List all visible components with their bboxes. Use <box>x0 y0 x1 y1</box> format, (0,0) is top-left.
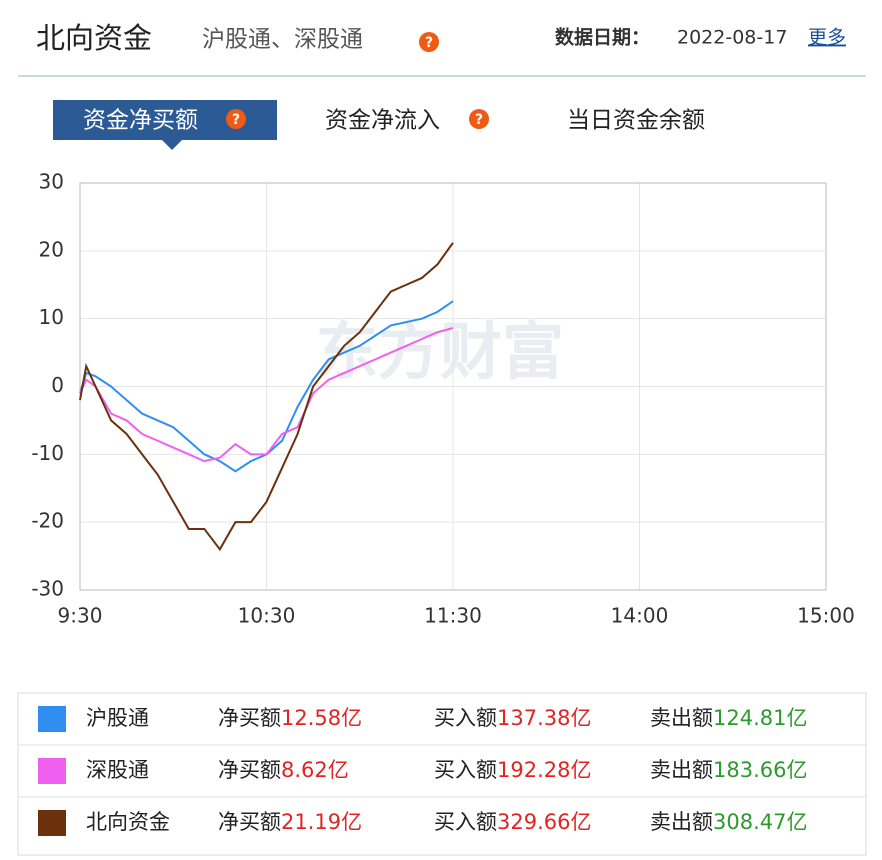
summary-value: 12.58亿 <box>281 706 362 730</box>
summary-label: 卖出额 <box>650 810 713 834</box>
legend-swatch <box>38 810 66 836</box>
x-tick-label: 14:00 <box>611 604 669 628</box>
help-icon[interactable] <box>419 32 439 52</box>
legend-swatch <box>38 758 66 784</box>
legend-label: 深股通 <box>86 758 149 782</box>
summary-label: 买入额 <box>434 810 497 834</box>
y-tick-label: 10 <box>39 305 64 329</box>
summary-label: 卖出额 <box>650 758 713 782</box>
x-tick-label: 9:30 <box>58 604 103 628</box>
summary-value: 192.28亿 <box>497 758 591 782</box>
summary-value: 137.38亿 <box>497 706 591 730</box>
summary-value: 308.47亿 <box>713 810 807 834</box>
summary-label: 买入额 <box>434 758 497 782</box>
legend-label: 沪股通 <box>86 706 149 730</box>
summary-value: 329.66亿 <box>497 810 591 834</box>
y-tick-label: -20 <box>31 509 64 533</box>
summary-label: 买入额 <box>434 706 497 730</box>
plot-frame <box>79 182 827 591</box>
summary-label: 净买额 <box>218 758 281 782</box>
legend-table <box>17 692 867 856</box>
legend-label: 北向资金 <box>86 810 170 834</box>
x-tick-label: 15:00 <box>797 604 855 628</box>
summary-value: 183.66亿 <box>713 758 807 782</box>
subtitle: 沪股通、深股通 <box>202 27 363 53</box>
series-line <box>79 327 454 463</box>
series-line <box>79 300 454 473</box>
summary-label: 卖出额 <box>650 706 713 730</box>
title: 北向资金 <box>36 21 152 55</box>
y-tick-label: 20 <box>39 237 64 261</box>
x-tick-label: 11:30 <box>424 604 482 628</box>
y-tick-label: -30 <box>31 577 64 601</box>
date-label: 数据日期： <box>555 26 650 49</box>
help-mark: ? <box>425 35 433 51</box>
tab-pointer <box>162 140 182 150</box>
y-tick-label: -10 <box>31 441 64 465</box>
date: 2022-08-17 <box>677 27 787 49</box>
watermark: 东方财富 <box>316 315 564 388</box>
summary-value: 21.19亿 <box>281 810 362 834</box>
tab[interactable]: 资金净流入 <box>325 108 440 134</box>
y-tick-label: 30 <box>39 170 64 194</box>
help-icon[interactable] <box>226 109 246 129</box>
tab[interactable]: 当日资金余额 <box>567 108 705 134</box>
summary-value: 124.81亿 <box>713 706 807 730</box>
x-tick-label: 10:30 <box>238 604 296 628</box>
summary-value: 8.62亿 <box>281 758 349 782</box>
legend-swatch <box>38 706 66 732</box>
summary-label: 净买额 <box>218 810 281 834</box>
series-line <box>79 242 454 552</box>
y-tick-label: 0 <box>51 373 64 397</box>
help-mark: ? <box>475 112 483 128</box>
more-link[interactable]: 更多 <box>808 27 846 49</box>
summary-label: 净买额 <box>218 706 281 730</box>
help-icon[interactable] <box>469 109 489 129</box>
tab[interactable]: 资金净买额 <box>83 108 198 134</box>
help-mark: ? <box>232 112 240 128</box>
